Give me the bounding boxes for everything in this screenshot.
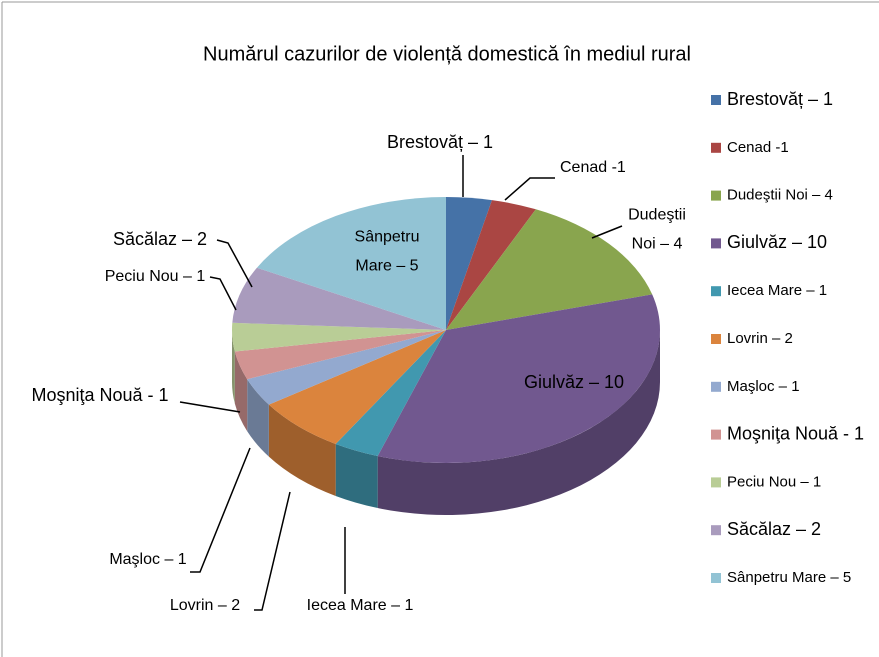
legend-swatch bbox=[711, 286, 721, 297]
chart-title: Numărul cazurilor de violență domestică … bbox=[203, 43, 691, 65]
data-label: Peciu Nou – 1 bbox=[105, 268, 206, 285]
slice-side bbox=[377, 330, 661, 515]
leader-line bbox=[179, 401, 241, 413]
slice bbox=[446, 200, 536, 330]
data-label: Iecea Mare – 1 bbox=[307, 597, 414, 614]
legend-label: Dudeştii Noi – 4 bbox=[727, 187, 833, 204]
slice bbox=[232, 267, 446, 330]
data-label: Brestovăț – 1 bbox=[387, 132, 493, 152]
legend-swatch bbox=[711, 190, 721, 201]
data-label: Maşloc – 1 bbox=[109, 551, 186, 568]
slice bbox=[377, 294, 660, 464]
leader-line bbox=[216, 239, 253, 288]
slice bbox=[234, 330, 446, 380]
legend-label: Maşloc – 1 bbox=[727, 378, 800, 395]
data-label: Moşniţa Nouă - 1 bbox=[31, 385, 168, 405]
slice bbox=[268, 330, 446, 444]
leader-line bbox=[254, 491, 291, 611]
legend-swatch bbox=[711, 334, 721, 344]
legend-label: Peciu Nou – 1 bbox=[727, 473, 821, 490]
slice bbox=[335, 330, 446, 457]
legend-label: Brestovăț – 1 bbox=[727, 89, 833, 109]
slice bbox=[446, 209, 653, 330]
leader-line bbox=[190, 447, 251, 573]
legend-label: Lovrin – 2 bbox=[727, 330, 793, 347]
legend-swatch bbox=[711, 238, 721, 249]
leader-line bbox=[591, 225, 623, 239]
data-label: Săcălaz – 2 bbox=[113, 229, 207, 249]
leader-line bbox=[209, 276, 237, 311]
slice-side bbox=[232, 330, 235, 404]
data-label: Dudeştii Noi – 4 bbox=[628, 207, 686, 253]
data-label: Cenad -1 bbox=[560, 159, 626, 176]
legend-swatch bbox=[711, 381, 721, 392]
slice-side bbox=[247, 379, 269, 457]
legend-label: Moşniţa Nouă - 1 bbox=[727, 423, 864, 443]
legend-swatch bbox=[711, 573, 721, 583]
legend-swatch bbox=[711, 525, 721, 536]
slice bbox=[232, 322, 446, 352]
slice bbox=[256, 197, 446, 330]
legend-label: Sânpetru Mare – 5 bbox=[727, 569, 851, 586]
legend-label: Cenad -1 bbox=[727, 139, 789, 156]
legend-label: Săcălaz – 2 bbox=[727, 519, 821, 539]
legend-swatch bbox=[711, 142, 721, 153]
leader-line bbox=[504, 177, 555, 201]
legend-swatch bbox=[711, 95, 721, 105]
slice bbox=[247, 330, 446, 405]
data-label: Lovrin – 2 bbox=[170, 597, 240, 614]
slice-side bbox=[268, 404, 336, 496]
legend-swatch bbox=[711, 429, 721, 440]
data-label: Sânpetru Mare – 5 bbox=[355, 229, 420, 275]
slice-side bbox=[335, 443, 378, 509]
legend-swatch bbox=[711, 477, 721, 488]
data-label: Giulvăz – 10 bbox=[524, 372, 624, 392]
slice bbox=[446, 197, 493, 330]
legend-label: Giulvăz – 10 bbox=[727, 232, 827, 252]
legend-label: Iecea Mare – 1 bbox=[727, 282, 827, 299]
